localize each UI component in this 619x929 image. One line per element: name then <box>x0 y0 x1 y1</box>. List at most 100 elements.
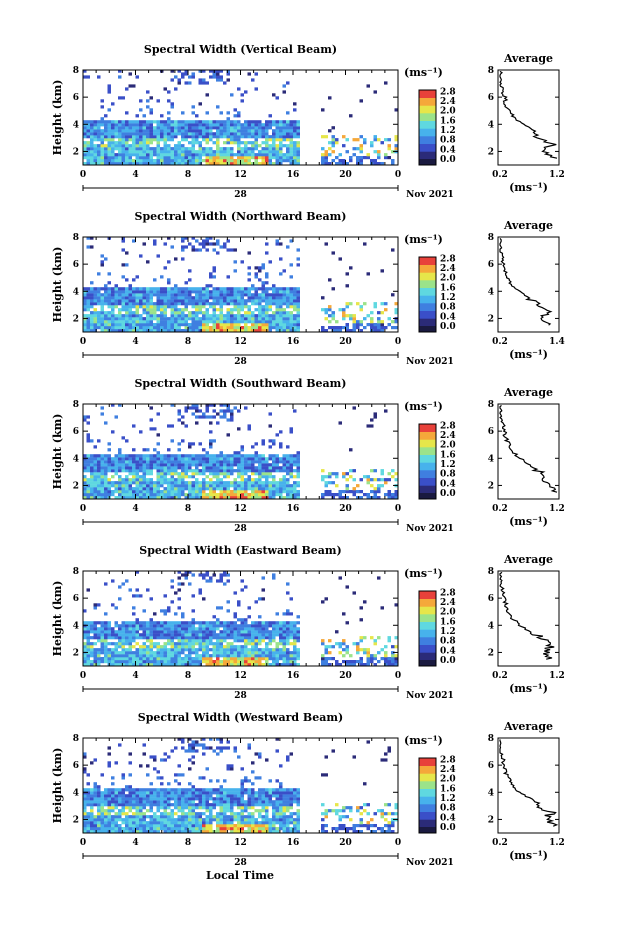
heatmap-cell <box>268 490 272 494</box>
heatmap-cell <box>244 663 248 667</box>
heatmap-cell <box>205 239 209 243</box>
heatmap-cell <box>100 454 104 458</box>
heatmap-cell <box>184 484 188 488</box>
heatmap-cell <box>247 320 251 324</box>
heatmap-cell <box>93 159 97 163</box>
heatmap-cell <box>219 126 223 130</box>
heatmap-cell <box>247 251 251 255</box>
heatmap-cell <box>177 627 181 631</box>
heatmap-cell <box>205 138 209 142</box>
heatmap-cell <box>209 469 213 473</box>
heatmap-cell <box>170 630 174 634</box>
heatmap-cell <box>209 305 213 309</box>
heatmap-cell <box>135 138 139 142</box>
heatmap-cell <box>118 466 122 470</box>
heatmap-cell <box>128 624 132 628</box>
heatmap-cell <box>90 236 94 240</box>
heatmap-cell <box>167 159 171 163</box>
heatmap-cell <box>114 296 118 300</box>
avg-frame <box>497 570 560 667</box>
heatmap-cell <box>149 630 153 634</box>
heatmap-cell <box>111 776 115 780</box>
heatmap-cell <box>335 326 339 330</box>
heatmap-cell <box>132 317 136 321</box>
heatmap-cell <box>244 153 248 157</box>
heatmap-cell <box>156 320 160 324</box>
heatmap-cell <box>156 645 160 649</box>
x-tick-label: 0 <box>395 504 401 514</box>
heatmap-cell <box>184 147 188 151</box>
heatmap-cell <box>125 648 129 652</box>
heatmap-cell <box>174 150 178 154</box>
heatmap-cell <box>268 153 272 157</box>
heatmap-cell <box>247 627 251 631</box>
heatmap-cell <box>118 475 122 479</box>
heatmap-cell <box>254 600 258 604</box>
heatmap-cell <box>345 329 349 333</box>
heatmap-cell <box>90 460 94 464</box>
heatmap-cell <box>198 639 202 643</box>
heatmap-cell <box>114 302 118 306</box>
heatmap-cell <box>100 824 104 828</box>
heatmap-cell <box>184 457 188 461</box>
heatmap-cell <box>135 126 139 130</box>
heatmap-cell <box>174 654 178 658</box>
heatmap-cell <box>296 323 300 327</box>
heatmap-cell <box>321 469 325 473</box>
heatmap-cell <box>90 129 94 133</box>
heatmap-cell <box>118 311 122 315</box>
heatmap-cell <box>195 323 199 327</box>
heatmap-cell <box>324 308 328 312</box>
heatmap-cell <box>86 236 90 240</box>
heatmap-cell <box>384 651 388 655</box>
heatmap-cell <box>167 609 171 613</box>
heatmap-cell <box>272 287 276 291</box>
heatmap-cell <box>132 84 136 88</box>
heatmap-cell <box>170 496 174 500</box>
heatmap-cell <box>230 150 234 154</box>
heatmap-cell <box>296 162 300 166</box>
heatmap-cell <box>97 630 101 634</box>
heatmap-cell <box>167 657 171 661</box>
heatmap-cell <box>373 135 377 139</box>
colorbar-segment <box>419 462 436 471</box>
heatmap-cell <box>177 418 181 422</box>
heatmap-cell <box>118 293 122 297</box>
heatmap-cell <box>380 141 384 145</box>
heatmap-cell <box>223 409 227 413</box>
heatmap-cell <box>181 129 185 133</box>
heatmap-cell <box>100 311 104 315</box>
heatmap-cell <box>356 320 360 324</box>
colorbar-tick-label: 1.2 <box>440 627 456 637</box>
heatmap-cell <box>296 469 300 473</box>
heatmap-cell <box>342 639 346 643</box>
heatmap-cell <box>100 639 104 643</box>
heatmap-cell <box>118 314 122 318</box>
heatmap-cell <box>90 320 94 324</box>
heatmap-cell <box>219 460 223 464</box>
heatmap-cell <box>226 147 230 151</box>
heatmap-cell <box>212 299 216 303</box>
heatmap-cell <box>142 481 146 485</box>
heatmap-cell <box>90 287 94 291</box>
heatmap-cell <box>335 663 339 667</box>
heatmap-cell <box>104 815 108 819</box>
heatmap-cell <box>114 651 118 655</box>
heatmap-cell <box>83 827 87 831</box>
heatmap-cell <box>111 627 115 631</box>
heatmap-cell <box>149 314 153 318</box>
heatmap-cell <box>195 150 199 154</box>
heatmap-cell <box>380 162 384 166</box>
heatmap-cell <box>125 827 129 831</box>
heatmap-cell <box>195 487 199 491</box>
heatmap-cell <box>237 326 241 330</box>
heatmap-cell <box>107 660 111 664</box>
heatmap-cell <box>377 487 381 491</box>
heatmap-cell <box>195 654 199 658</box>
heatmap-cell <box>181 320 185 324</box>
avg-x-label: (ms⁻¹) <box>509 515 548 528</box>
heatmap-cell <box>216 105 220 109</box>
heatmap-cell <box>254 454 258 458</box>
heatmap-cell <box>104 487 108 491</box>
heatmap-cell <box>216 126 220 130</box>
